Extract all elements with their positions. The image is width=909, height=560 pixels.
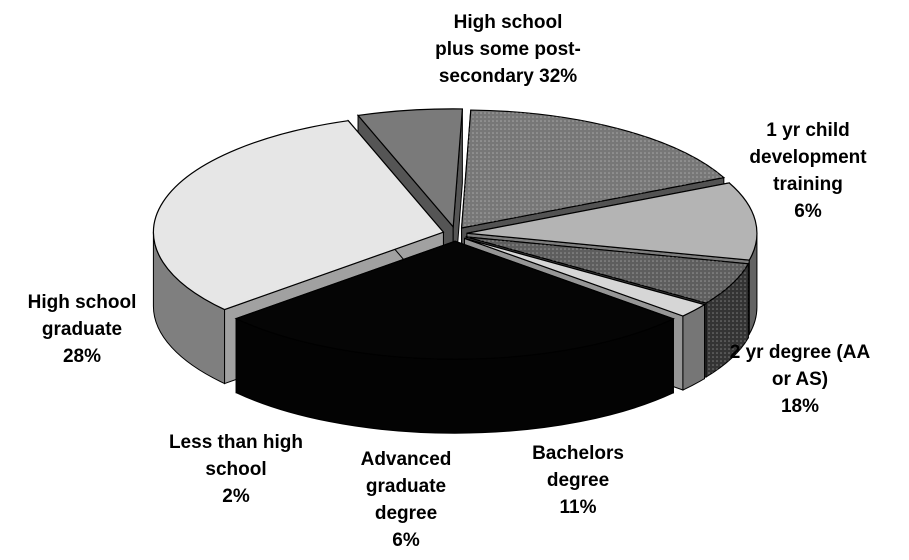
slice-label: High school graduate 28% (28, 292, 137, 367)
slice-label: Less than high school 2% (169, 432, 303, 507)
pie-labels: High school plus some post-secondary 32% 1… (28, 12, 871, 551)
slice-label: Bachelors degree 11% (532, 443, 624, 518)
slice-label: 1 yr child development training 6% (749, 120, 867, 222)
slice-label: High school plus some post-secondary 32% (435, 12, 581, 87)
slice-label: Advanced graduate degree 6% (361, 449, 452, 551)
pie-slices (152, 108, 758, 434)
slice-label: 2 yr degree (AA or AS) 18% (730, 342, 871, 417)
pie-slice (234, 240, 675, 434)
